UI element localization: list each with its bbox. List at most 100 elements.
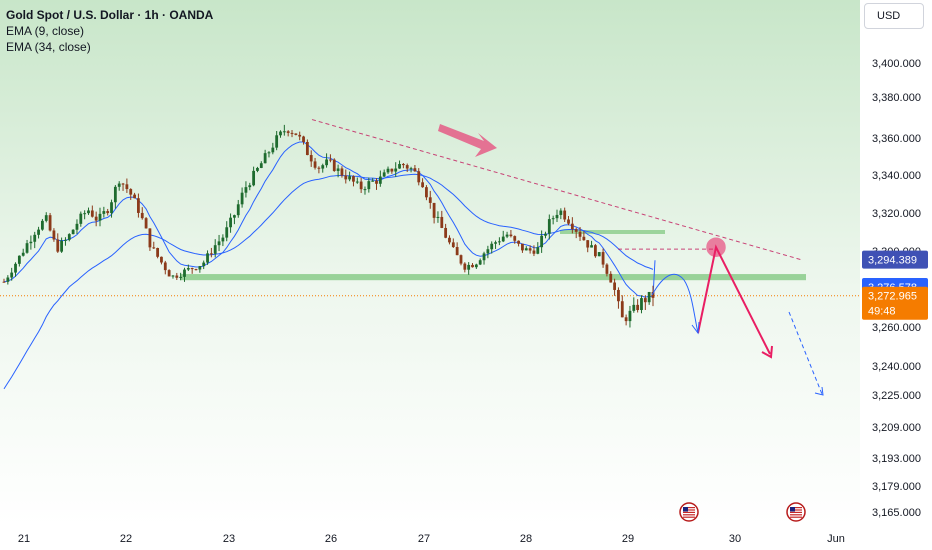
candle-body bbox=[478, 260, 482, 265]
candle-body bbox=[17, 255, 21, 264]
candle-body bbox=[513, 236, 517, 241]
candle-body bbox=[605, 264, 609, 274]
candle-body bbox=[647, 291, 651, 303]
candle-body bbox=[474, 264, 478, 268]
x-tick-label: 29 bbox=[622, 533, 634, 545]
candle-body bbox=[336, 168, 340, 171]
x-tick-label: Jun bbox=[827, 533, 845, 545]
candle-body bbox=[348, 176, 352, 180]
candle-body bbox=[363, 189, 367, 191]
projection-curve-blue[interactable] bbox=[651, 273, 699, 334]
symbol-title[interactable]: Gold Spot / U.S. Dollar · 1h · OANDA bbox=[6, 8, 214, 22]
candle-body bbox=[509, 234, 513, 237]
candle-body bbox=[144, 218, 148, 229]
y-tick-label: 3,193.000 bbox=[872, 453, 921, 465]
candle-body bbox=[90, 210, 94, 217]
time-axis-panel bbox=[0, 525, 860, 550]
candle-body bbox=[209, 253, 213, 255]
y-tick-label: 3,340.000 bbox=[872, 170, 921, 182]
candle-body bbox=[37, 229, 40, 235]
candle-body bbox=[651, 291, 655, 298]
candle-body bbox=[256, 167, 259, 171]
candle-body bbox=[213, 245, 217, 254]
candle-body bbox=[298, 134, 302, 137]
us-flag-icon-stripe bbox=[683, 511, 695, 513]
candle-body bbox=[524, 248, 528, 251]
candle-body bbox=[332, 159, 336, 171]
candle-body bbox=[194, 269, 198, 271]
candle-body bbox=[2, 281, 6, 283]
candle-body bbox=[355, 181, 359, 183]
candle-body bbox=[83, 213, 87, 215]
candle-body bbox=[455, 247, 459, 256]
currency-button[interactable]: USD bbox=[864, 3, 924, 29]
candle-body bbox=[271, 147, 275, 153]
candle-body bbox=[459, 255, 463, 264]
candle-body bbox=[451, 242, 455, 248]
candle-body bbox=[60, 240, 64, 252]
candle-body bbox=[79, 213, 83, 224]
descending-trendline[interactable] bbox=[311, 119, 804, 261]
candle-body bbox=[632, 304, 636, 311]
us-flag-icon[interactable] bbox=[679, 502, 699, 522]
candle-body bbox=[432, 202, 436, 218]
candle-body bbox=[171, 275, 175, 277]
candle-body bbox=[236, 204, 240, 216]
candle-body bbox=[140, 212, 144, 219]
candle-body bbox=[597, 252, 601, 257]
price-tag-last-bg[interactable] bbox=[862, 286, 928, 320]
candle-body bbox=[640, 298, 643, 311]
support-zone[interactable] bbox=[180, 274, 806, 281]
candle-body bbox=[259, 163, 263, 168]
projection-dashed-blue[interactable] bbox=[788, 311, 823, 395]
down-arrow-shape[interactable] bbox=[438, 124, 497, 157]
projection-arrowhead-blue bbox=[691, 321, 700, 335]
candle-body bbox=[590, 245, 593, 248]
candle-body bbox=[167, 270, 171, 277]
candle-body bbox=[279, 131, 282, 136]
candle-body bbox=[106, 211, 110, 214]
candle-body bbox=[263, 153, 267, 164]
candle-body bbox=[129, 189, 133, 195]
candle-body bbox=[102, 211, 106, 214]
candle-body bbox=[490, 243, 494, 250]
candle-body bbox=[643, 298, 647, 303]
candle-body bbox=[163, 262, 167, 271]
candle-body bbox=[609, 273, 613, 283]
candle-body bbox=[244, 187, 248, 193]
indicator-ema9-label[interactable]: EMA (9, close) bbox=[6, 24, 85, 38]
candle-body bbox=[471, 264, 474, 268]
price-tag-last: 3,272.965 bbox=[868, 291, 917, 303]
x-tick-label: 28 bbox=[520, 533, 532, 545]
candle-body bbox=[582, 236, 586, 241]
candle-body bbox=[206, 253, 209, 263]
candle-body bbox=[198, 266, 202, 270]
candle-body bbox=[29, 241, 33, 244]
candle-body bbox=[386, 168, 390, 173]
candle-body bbox=[252, 170, 256, 186]
candle-body bbox=[359, 181, 363, 190]
candle-body bbox=[482, 253, 486, 261]
candle-body bbox=[282, 131, 286, 133]
us-flag-icon-stripe bbox=[790, 511, 802, 513]
us-flag-icon[interactable] bbox=[786, 502, 806, 522]
y-tick-label: 3,360.000 bbox=[872, 133, 921, 145]
projection-path-red[interactable] bbox=[697, 244, 771, 355]
y-tick-label: 3,240.000 bbox=[872, 361, 921, 373]
candle-body bbox=[14, 263, 17, 273]
candle-body bbox=[94, 216, 98, 221]
candle-body bbox=[87, 210, 90, 214]
us-flag-icon-stripe bbox=[683, 514, 695, 516]
us-flag-icon-stripe bbox=[790, 509, 802, 511]
indicator-ema34-label[interactable]: EMA (34, close) bbox=[6, 40, 91, 54]
candle-body bbox=[317, 167, 321, 169]
price-tag-high-bg[interactable] bbox=[862, 250, 928, 269]
x-tick-label: 21 bbox=[18, 533, 30, 545]
candle-body bbox=[305, 141, 309, 156]
candle-body bbox=[517, 240, 520, 244]
resistance-zone[interactable] bbox=[560, 230, 665, 234]
candle-body bbox=[421, 182, 424, 188]
candle-body bbox=[160, 256, 163, 263]
